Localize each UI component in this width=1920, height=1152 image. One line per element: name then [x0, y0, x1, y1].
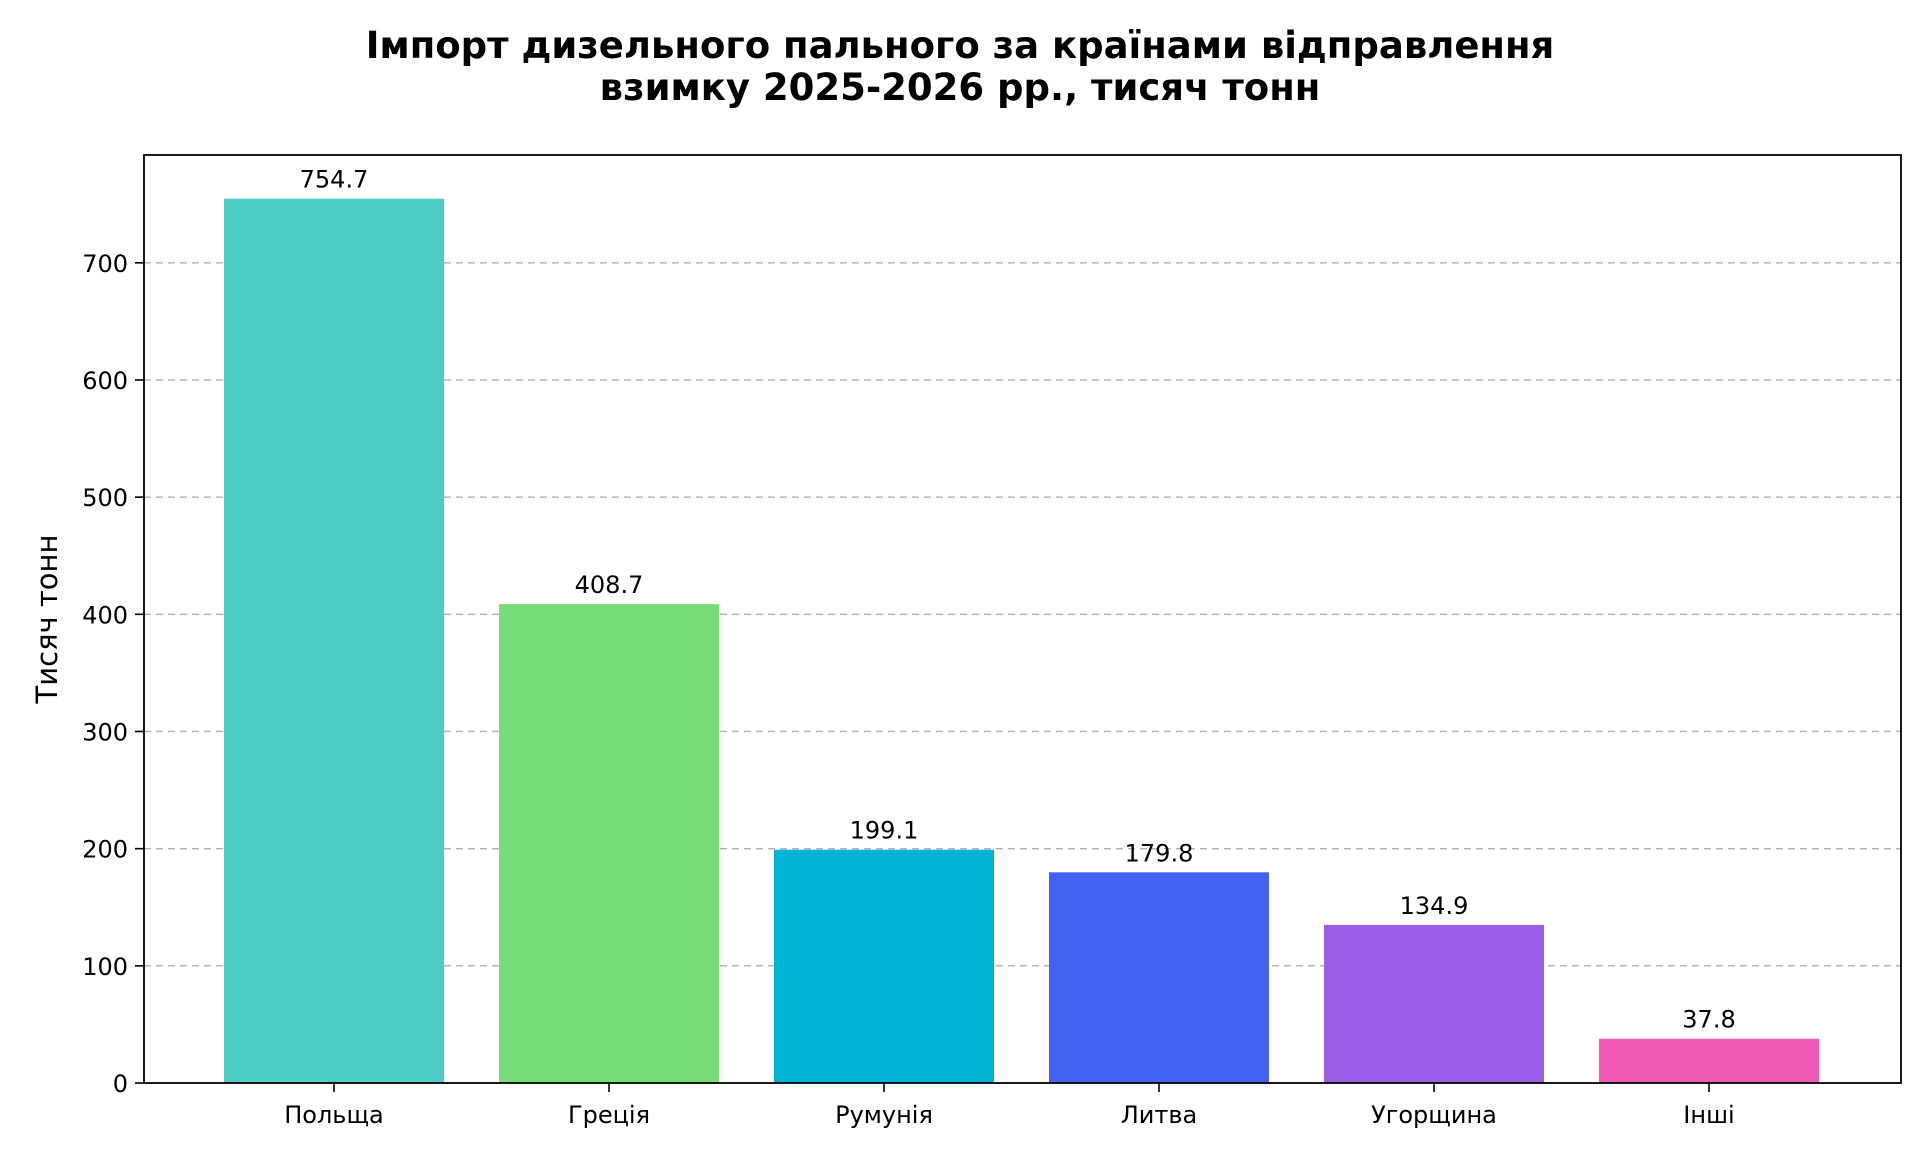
x-tick-label: Литва [1121, 1101, 1197, 1129]
x-axis: Польща Греція Румунія Литва Угорщина Інші [284, 1083, 1735, 1129]
bar-3 [1049, 872, 1269, 1083]
chart-title: Імпорт дизельного пального за країнами в… [366, 24, 1555, 67]
bar-value-label: 134.9 [1400, 892, 1469, 920]
bar-value-label: 408.7 [575, 571, 644, 599]
y-tick-label: 300 [82, 718, 128, 746]
x-tick-label: Польща [284, 1101, 384, 1129]
y-axis-label: Тисяч тонн [30, 535, 64, 705]
bar-4 [1324, 924, 1544, 1083]
y-tick-label: 100 [82, 953, 128, 981]
x-tick-label: Греція [568, 1101, 650, 1129]
bar-value-label: 199.1 [850, 817, 919, 845]
bar-value-label: 754.7 [300, 166, 369, 194]
chart-subtitle: взимку 2025-2026 рр., тисяч тонн [600, 66, 1321, 109]
y-axis: 0 100 200 300 400 500 600 700 [82, 250, 144, 1098]
y-tick-label: 0 [113, 1070, 128, 1098]
y-tick-label: 700 [82, 250, 128, 278]
y-tick-label: 500 [82, 484, 128, 512]
bar-5 [1599, 1038, 1819, 1083]
bar-1 [499, 604, 719, 1083]
bar-2 [774, 849, 994, 1083]
axes-frame [143, 154, 1902, 1084]
bar-value-label: 179.8 [1125, 839, 1194, 867]
x-tick-label: Угорщина [1371, 1101, 1497, 1129]
y-tick-label: 600 [82, 367, 128, 395]
y-tick-label: 400 [82, 601, 128, 629]
bars [224, 198, 1819, 1083]
y-tick-label: 200 [82, 836, 128, 864]
bar-value-labels: 754.7 408.7 199.1 179.8 134.9 37.8 [300, 166, 1736, 1034]
bar-0 [224, 198, 444, 1083]
x-tick-label: Румунія [835, 1101, 933, 1129]
bar-value-label: 37.8 [1682, 1006, 1735, 1034]
x-tick-label: Інші [1683, 1101, 1734, 1129]
